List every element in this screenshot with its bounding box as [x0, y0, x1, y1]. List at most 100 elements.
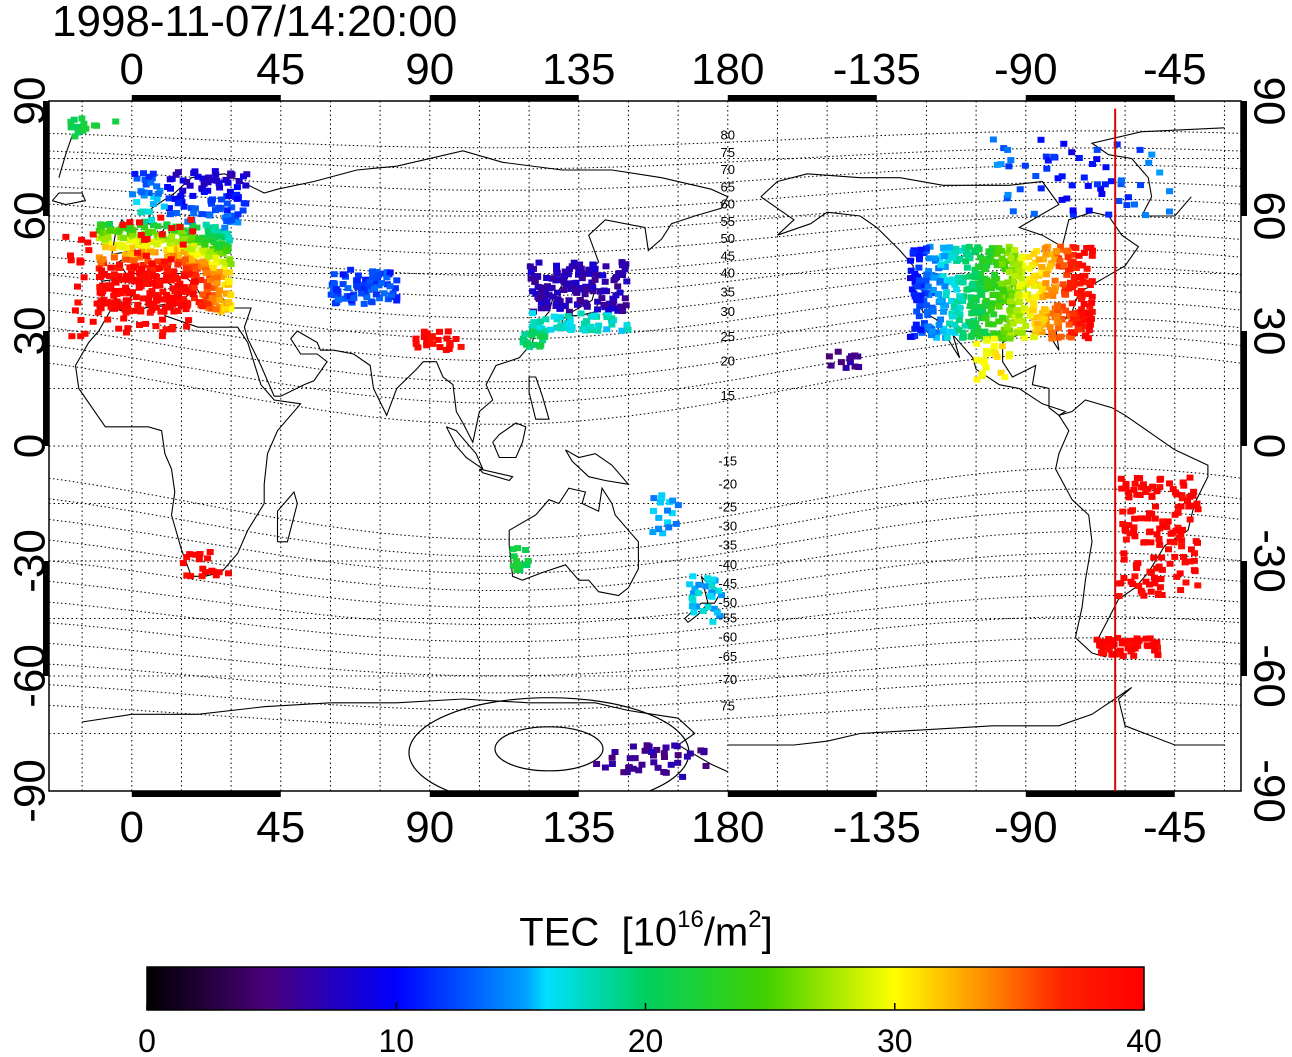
tec-point [714, 587, 722, 594]
tec-point [1059, 281, 1067, 288]
tec-point [1170, 539, 1178, 546]
map-panel: 80 75 70 65 60 55 50 45 40 35 30 25 20 15 -15 -20 -25 -30… [43, 95, 1247, 797]
tec-point [914, 273, 922, 280]
tec-point [554, 299, 562, 306]
tec-point [353, 277, 361, 284]
tec-point [576, 297, 584, 303]
tec-point [1051, 277, 1059, 284]
tec-point [1130, 528, 1138, 535]
tec-point [1003, 195, 1011, 202]
tec-point [617, 303, 625, 310]
tec-point [1042, 321, 1050, 328]
tec-point [212, 171, 220, 178]
tec-point [988, 245, 996, 252]
tec-point [527, 275, 535, 282]
tec-point [1070, 310, 1078, 317]
tec-point [965, 243, 973, 250]
tec-point [224, 243, 232, 250]
tec-point [154, 258, 162, 265]
tec-point [1112, 651, 1120, 657]
tec-point [583, 301, 591, 308]
tec-point [1078, 296, 1085, 303]
tec-point [344, 285, 352, 292]
tec-point [956, 255, 963, 262]
tec-point [1136, 475, 1144, 482]
tec-point [369, 268, 376, 275]
tec-point [638, 761, 646, 768]
tec-point [1194, 506, 1202, 513]
tec-point [169, 301, 177, 308]
tec-point [179, 560, 187, 567]
tec-point [1083, 265, 1091, 272]
tec-point [167, 236, 175, 243]
tec-point [1167, 530, 1175, 537]
tec-point [1088, 293, 1096, 300]
tec-point [1005, 269, 1013, 275]
tec-point [131, 170, 139, 177]
tec-point [614, 307, 622, 314]
tec-point [150, 301, 158, 308]
tec-point [225, 234, 233, 241]
tec-point [660, 750, 668, 757]
tec-point [452, 336, 460, 342]
tec-point [1054, 325, 1062, 332]
tec-point [1129, 581, 1137, 587]
tec-point [121, 305, 129, 312]
tec-point [120, 235, 128, 241]
tec-point [199, 565, 207, 572]
tec-point [187, 216, 195, 223]
tec-point [157, 308, 165, 315]
tec-point [1098, 191, 1106, 197]
tec-point [1052, 248, 1060, 255]
tec-point [1028, 294, 1036, 301]
tec-point [177, 245, 185, 252]
tec-point [155, 265, 163, 272]
tec-point [117, 276, 125, 283]
coastline [492, 422, 527, 459]
tec-point [132, 238, 140, 245]
tec-point [354, 272, 362, 279]
tec-point [140, 170, 147, 177]
tec-point [1064, 254, 1072, 261]
tec-point [690, 609, 698, 616]
tec-point [519, 335, 527, 342]
tec-point [191, 295, 198, 302]
tec-point [704, 603, 712, 610]
tec-point [1120, 556, 1128, 563]
tec-point [1036, 314, 1044, 320]
tec-point [1053, 302, 1061, 309]
tec-point [199, 291, 207, 298]
tec-point [228, 217, 235, 224]
tec-point [671, 742, 679, 749]
tec-point [180, 236, 188, 242]
tec-point [1043, 165, 1051, 172]
frame-bar-bottom [727, 791, 877, 797]
tec-point [1121, 526, 1129, 533]
tec-point [981, 359, 988, 366]
tec-point [1124, 645, 1132, 652]
latitude-ticks-left: 90 60 30 0 -30 -60 -90 [6, 77, 55, 823]
tec-point [941, 283, 949, 290]
tec-point [575, 271, 582, 278]
tec-point [1015, 313, 1023, 320]
tec-point [1131, 480, 1139, 487]
tec-point [1086, 303, 1094, 310]
tec-point [1003, 323, 1011, 330]
tec-point [990, 346, 998, 353]
tec-point [142, 181, 150, 188]
tec-point [1049, 331, 1057, 338]
colorbar-title: TEC [1016/m2] [0, 902, 1292, 954]
tec-point [1078, 312, 1086, 319]
tec-point [203, 292, 211, 299]
tec-point [537, 318, 544, 325]
tec-point [339, 281, 347, 288]
tec-point [1153, 488, 1161, 495]
tec-point [146, 269, 154, 276]
tec-point [702, 763, 710, 769]
tec-point [1037, 136, 1045, 143]
tec-point [990, 335, 998, 342]
tec-point [206, 212, 214, 219]
tec-point [622, 261, 630, 268]
tec-point [603, 326, 611, 333]
tec-point [1079, 262, 1087, 269]
